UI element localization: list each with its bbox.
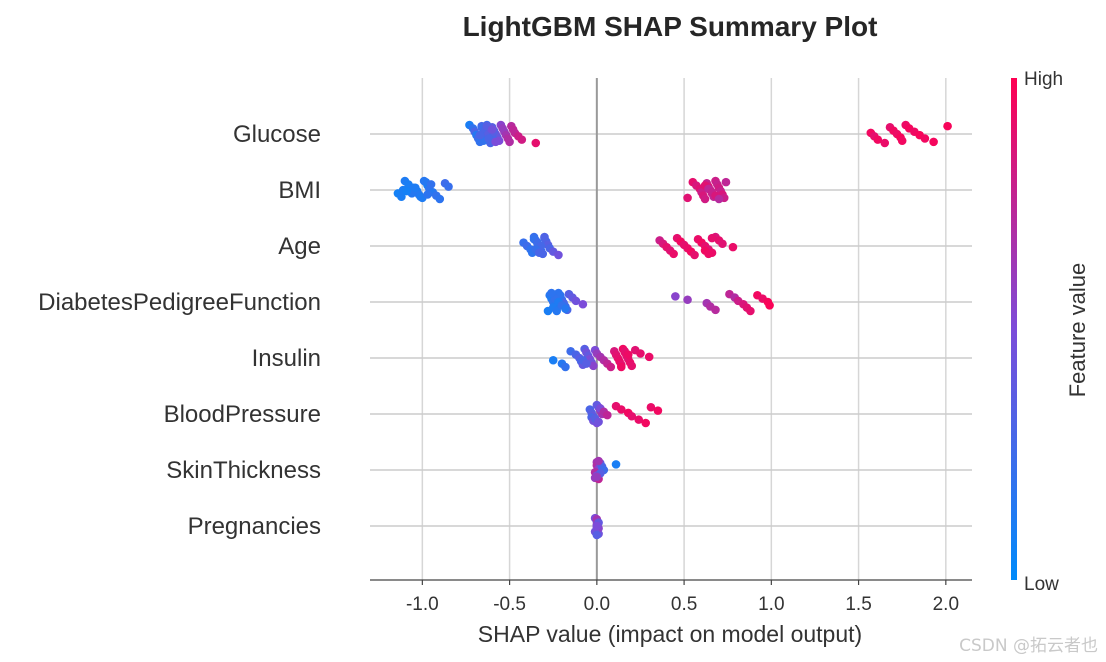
shap-point (920, 134, 930, 143)
shap-point (653, 406, 663, 415)
shap-point (603, 410, 612, 420)
shap-point (592, 521, 602, 531)
shap-point (594, 417, 603, 427)
shap-point (646, 402, 656, 412)
shap-point (592, 530, 602, 540)
x-tick-label: 1.0 (758, 594, 784, 615)
shap-point (571, 296, 581, 306)
shap-point (534, 248, 544, 258)
colorbar-high-label: High (1024, 69, 1063, 90)
chart-title: LightGBM SHAP Summary Plot (463, 11, 878, 42)
shap-point (765, 301, 774, 310)
shap-point (423, 190, 432, 199)
x-tick-label: 0.0 (584, 594, 610, 615)
shap-point (728, 242, 738, 252)
shap-point (547, 288, 556, 298)
x-tick-label: 0.5 (671, 594, 697, 615)
shap-point (627, 361, 637, 371)
shap-point (704, 249, 713, 259)
colorbar-gradient (1011, 78, 1017, 580)
shap-point (943, 121, 952, 131)
shap-point (718, 239, 727, 249)
feature-label: Pregnancies (188, 513, 321, 540)
grid-lines (370, 78, 972, 580)
shap-point (561, 304, 570, 314)
colorbar-low-label: Low (1024, 574, 1059, 595)
feature-label: Glucose (233, 121, 321, 148)
shap-point (491, 137, 500, 147)
shap-point (444, 182, 453, 191)
shap-point (746, 306, 755, 316)
shap-point (517, 135, 527, 144)
x-axis-title: SHAP value (impact on model output) (478, 621, 862, 647)
x-tick-label: 2.0 (933, 594, 959, 615)
shap-point (897, 136, 907, 146)
x-tick-label: -0.5 (493, 594, 526, 615)
shap-point (594, 456, 603, 466)
shap-point (611, 460, 621, 469)
shap-point (671, 292, 680, 301)
shap-point (690, 250, 699, 260)
watermark: CSDN @拓云者也 (959, 636, 1098, 656)
x-tick-label: -1.0 (406, 594, 439, 615)
shap-point (644, 352, 654, 362)
feature-label: Insulin (252, 345, 321, 372)
shap-point (606, 362, 616, 372)
feature-label: DiabetesPedigreeFunction (38, 289, 321, 316)
shap-point (561, 362, 570, 372)
shap-point (426, 180, 436, 189)
shap-point (416, 192, 425, 202)
x-axis: -1.0 -0.5 0.0 0.5 1.0 1.5 2.0 (370, 579, 972, 615)
shap-point (397, 192, 406, 202)
shap-point (578, 299, 588, 309)
feature-label: Age (278, 233, 321, 260)
shap-point (929, 137, 938, 147)
feature-label: SkinThickness (166, 457, 321, 484)
shap-point (402, 186, 411, 196)
shap-point (616, 362, 626, 372)
shap-point (487, 125, 497, 134)
shap-point (554, 250, 563, 260)
shap-point (700, 194, 710, 204)
shap-point (634, 415, 644, 424)
shap-point (505, 137, 514, 147)
x-tick-label: 1.5 (845, 594, 871, 615)
shap-point (548, 355, 558, 365)
feature-labels: Glucose BMI Age DiabetesPedigreeFunction Ins… (38, 121, 321, 540)
colorbar: High Low Feature value (1011, 69, 1090, 595)
shap-point (683, 193, 692, 203)
shap-point (873, 135, 883, 144)
shap-point (419, 176, 429, 186)
shap-point (552, 306, 562, 316)
shap-point (641, 418, 650, 428)
shap-point (616, 405, 626, 414)
shap-point (435, 194, 445, 204)
shap-point (627, 411, 637, 421)
shap-point (411, 183, 420, 193)
shap-point (582, 359, 591, 368)
shap-point (589, 361, 598, 371)
feature-label: BloodPressure (164, 401, 321, 428)
shap-point (475, 130, 485, 140)
shap-point (721, 177, 731, 187)
shap-point (714, 194, 724, 204)
shap-point (636, 349, 645, 358)
colorbar-title: Feature value (1065, 263, 1090, 398)
shap-point (683, 295, 692, 305)
shap-point (707, 233, 717, 243)
shap-point (484, 134, 493, 143)
shap-point (592, 472, 602, 482)
shap-point (880, 138, 890, 148)
shap-point (669, 249, 678, 259)
feature-label: BMI (278, 177, 321, 204)
shap-point (540, 232, 549, 242)
shap-point (711, 305, 720, 315)
shap-point (623, 350, 633, 359)
shap-points (393, 120, 952, 540)
shap-point (531, 138, 541, 148)
